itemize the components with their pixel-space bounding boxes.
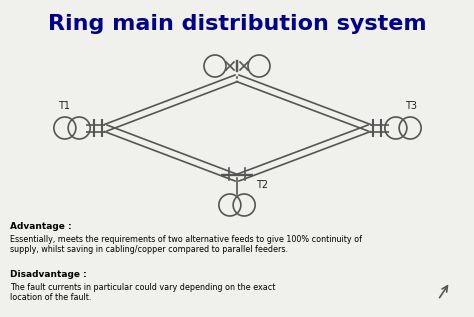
Text: T2: T2 [256,180,268,190]
Text: Advantage :: Advantage : [10,222,72,231]
Text: T3: T3 [405,101,417,111]
Text: T1: T1 [58,101,70,111]
Text: Disadvantage :: Disadvantage : [10,270,87,279]
Text: Ring main distribution system: Ring main distribution system [48,14,426,34]
Text: Essentially, meets the requirements of two alternative feeds to give 100% contin: Essentially, meets the requirements of t… [10,235,362,255]
Text: The fault currents in particular could vary depending on the exact
location of t: The fault currents in particular could v… [10,283,275,302]
